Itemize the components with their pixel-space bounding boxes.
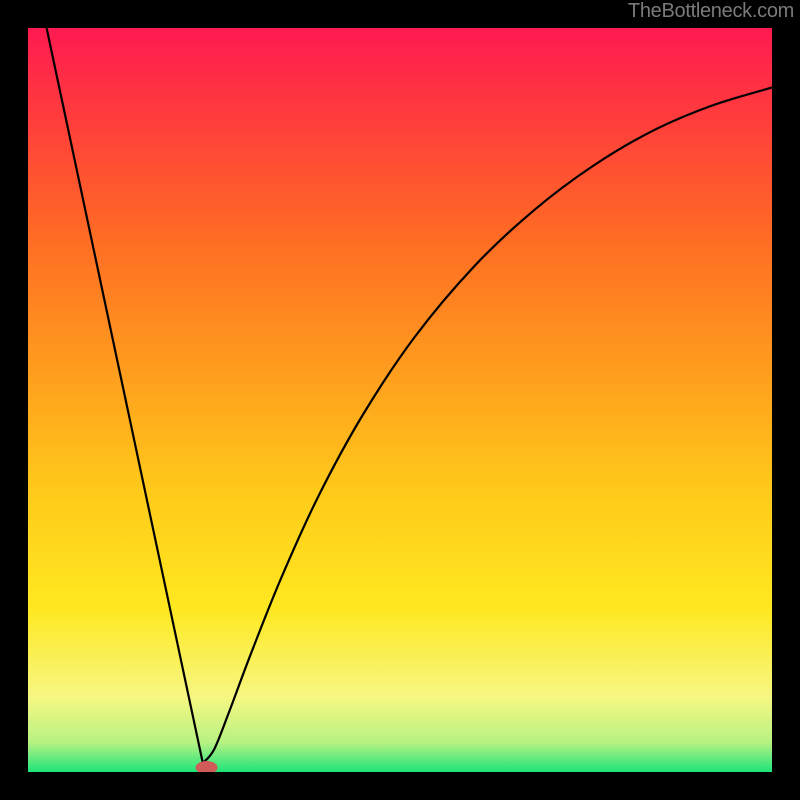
- watermark-text: TheBottleneck.com: [628, 0, 794, 23]
- gradient-background: [28, 28, 772, 772]
- plot-canvas-wrap: [28, 28, 772, 772]
- plot-svg: [28, 28, 772, 772]
- chart-frame: TheBottleneck.com: [0, 0, 800, 800]
